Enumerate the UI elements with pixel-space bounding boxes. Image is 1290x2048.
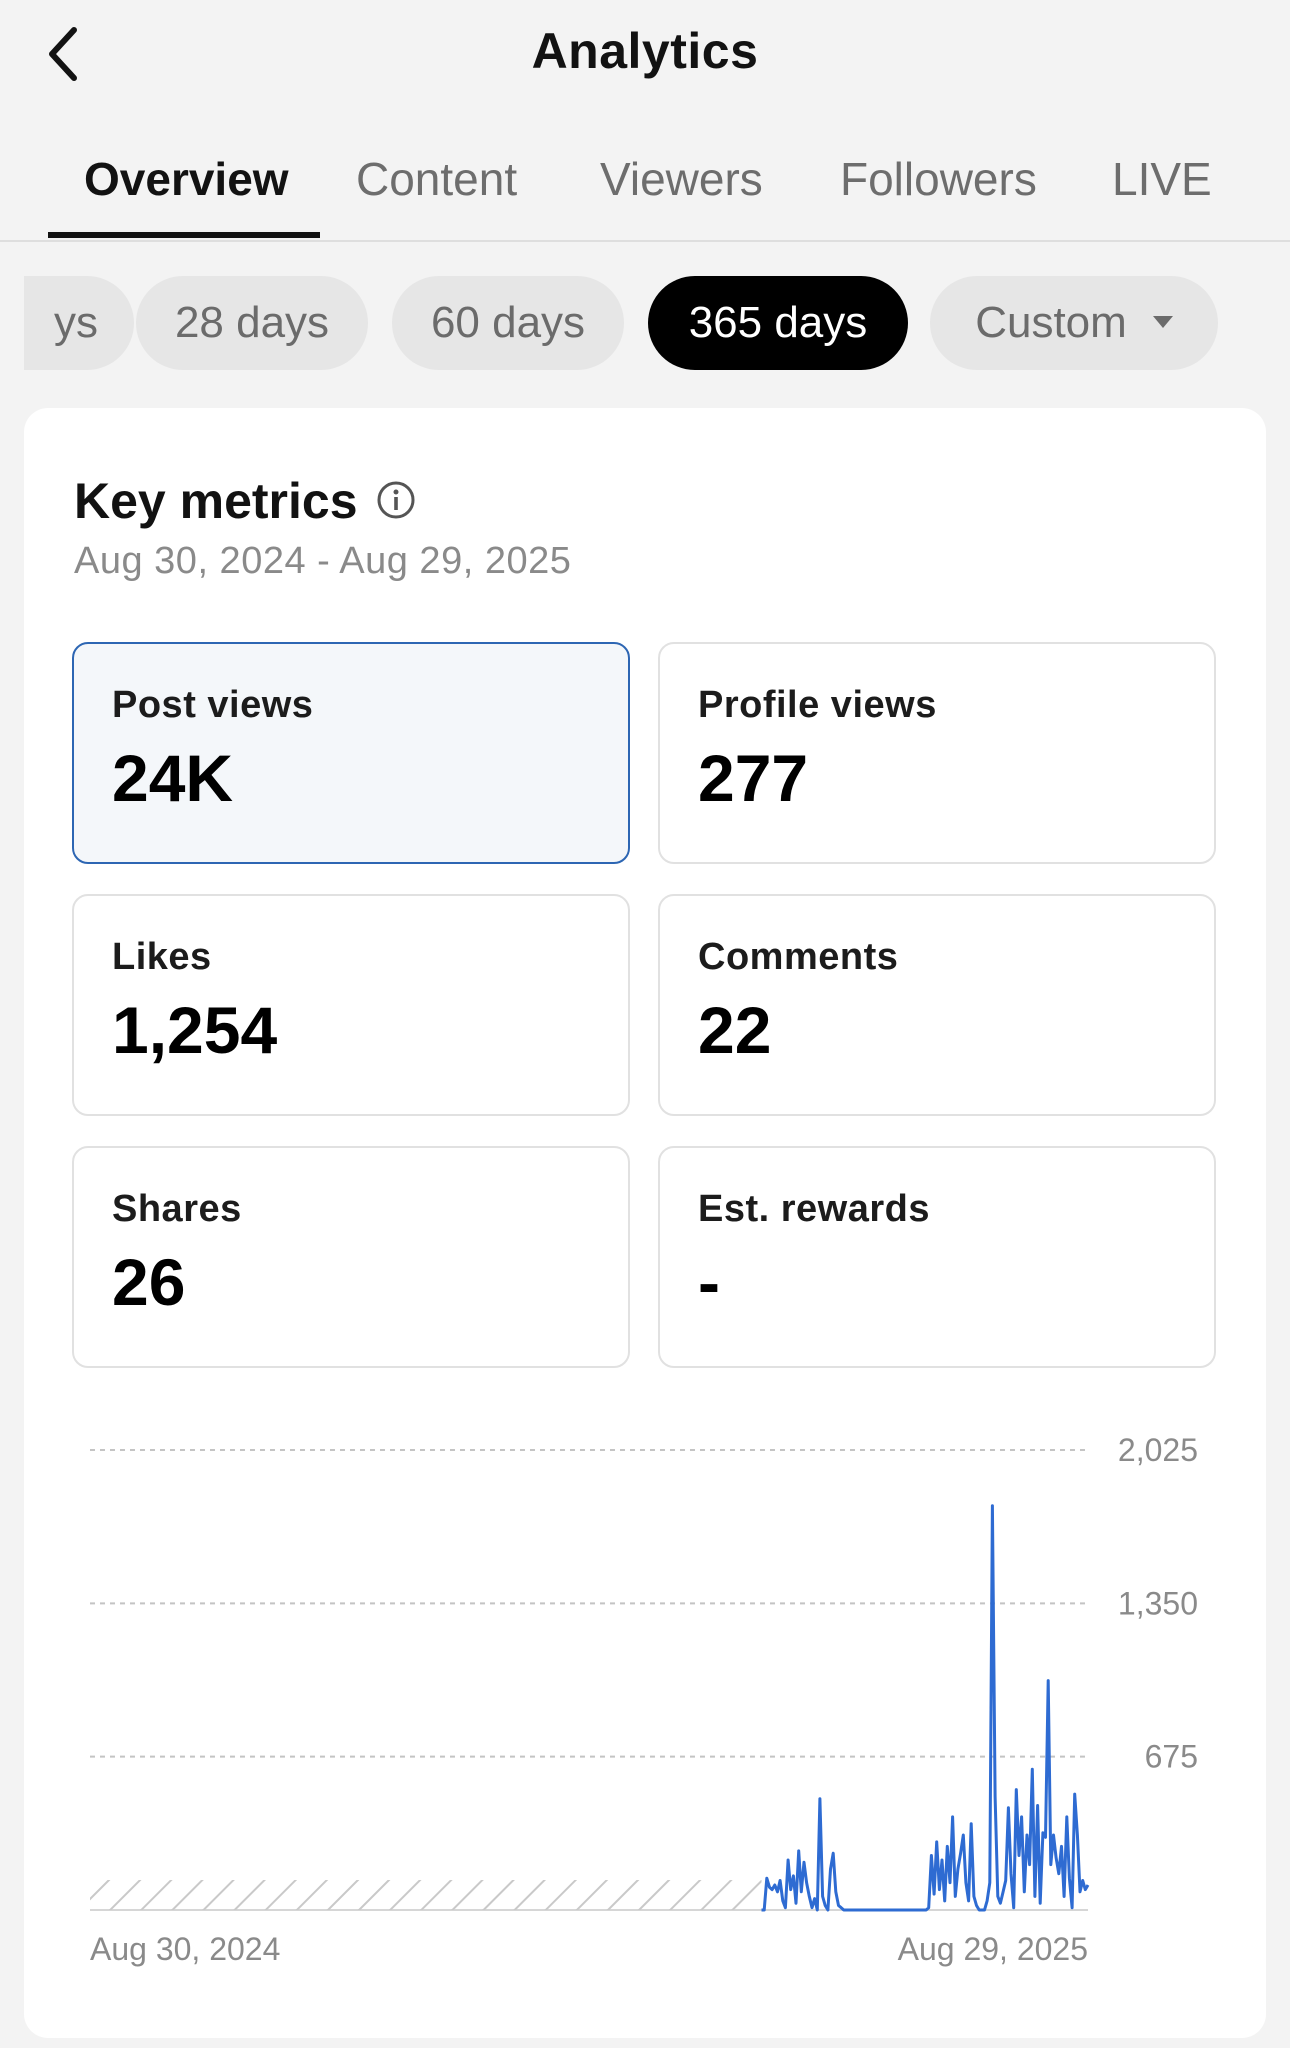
range-pill-60-days[interactable]: 60 days — [392, 276, 624, 370]
post-views-chart: 675 1,350 2,025 Aug 30, 2024 Aug 29, 2025 — [90, 1432, 1198, 1967]
range-pill-365-days[interactable]: 365 days — [648, 276, 908, 370]
chevron-left-icon — [49, 27, 77, 81]
x-tick-label-end: Aug 29, 2025 — [898, 1931, 1088, 1967]
metric-label: Post views — [112, 684, 314, 726]
no-data-hatch — [90, 1880, 762, 1910]
info-icon[interactable] — [376, 480, 416, 520]
key-metrics-card: Key metrics Aug 30, 2024 - Aug 29, 2025 … — [24, 408, 1266, 2038]
metric-label: Est. rewards — [698, 1188, 930, 1230]
top-bar: Analytics — [0, 0, 1290, 110]
metric-tile-shares[interactable]: Shares 26 — [72, 1146, 630, 1368]
page-title: Analytics — [531, 23, 759, 79]
tab-content[interactable]: Content — [356, 153, 518, 205]
active-tab-indicator — [48, 232, 320, 238]
y-tick-label: 1,350 — [1118, 1585, 1198, 1621]
range-pill-7-days[interactable]: ys — [24, 276, 134, 370]
caret-down-icon — [1152, 316, 1173, 329]
date-range-label: Aug 30, 2024 - Aug 29, 2025 — [74, 540, 572, 582]
tab-live[interactable]: LIVE — [1112, 153, 1212, 205]
metric-value: 26 — [112, 1245, 186, 1319]
metric-value: 277 — [698, 741, 809, 815]
metric-label: Comments — [698, 936, 899, 978]
metric-value: 1,254 — [112, 993, 278, 1067]
range-pill-28-days[interactable]: 28 days — [136, 276, 368, 370]
metric-tile-likes[interactable]: Likes 1,254 — [72, 894, 630, 1116]
y-tick-label: 675 — [1145, 1739, 1198, 1775]
range-pill-custom[interactable]: Custom — [930, 276, 1218, 370]
metric-value: - — [698, 1245, 720, 1319]
metric-tile-est-rewards[interactable]: Est. rewards - — [658, 1146, 1216, 1368]
series-line-post-views — [761, 1504, 1090, 1912]
tab-overview[interactable]: Overview — [84, 153, 289, 205]
custom-label: Custom — [975, 298, 1127, 347]
x-tick-label-start: Aug 30, 2024 — [90, 1931, 280, 1967]
metric-tile-post-views[interactable]: Post views 24K — [72, 642, 630, 864]
metric-tile-profile-views[interactable]: Profile views 277 — [658, 642, 1216, 864]
metric-label: Profile views — [698, 684, 937, 726]
tab-viewers[interactable]: Viewers — [600, 153, 763, 205]
metric-tile-comments[interactable]: Comments 22 — [658, 894, 1216, 1116]
metric-label: Likes — [112, 936, 212, 978]
y-tick-label: 2,025 — [1118, 1432, 1198, 1468]
tab-followers[interactable]: Followers — [840, 153, 1037, 205]
back-button[interactable] — [40, 22, 92, 86]
date-range-selector[interactable]: ys 28 days 60 days 365 days Custom — [24, 276, 1290, 372]
key-metrics-title: Key metrics — [74, 473, 358, 529]
tab-bar: Overview Content Viewers Followers LIVE — [0, 140, 1290, 242]
metric-label: Shares — [112, 1188, 242, 1230]
metric-value: 22 — [698, 993, 772, 1067]
metric-value: 24K — [112, 741, 234, 815]
